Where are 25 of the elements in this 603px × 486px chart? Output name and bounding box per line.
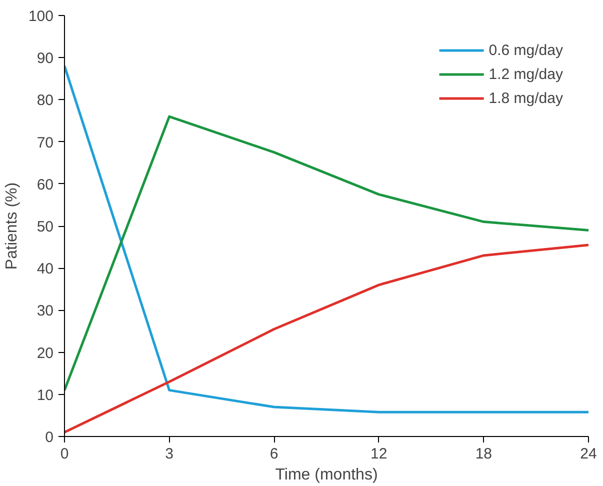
y-tick-label: 80 (36, 92, 54, 110)
line-series (64, 64, 588, 414)
x-tick-label: 3 (165, 446, 174, 462)
line-series (64, 115, 588, 392)
x-axis-title: Time (months) (275, 466, 378, 484)
y-tick-label: 20 (36, 344, 54, 362)
x-tick-label: 12 (370, 446, 388, 462)
y-tick-label: 50 (36, 218, 54, 236)
y-axis-title: Patients (%) (3, 182, 20, 270)
legend-label: 1.8 mg/day (488, 90, 563, 106)
x-tick-label: 24 (580, 446, 597, 462)
y-tick-label: 100 (28, 8, 54, 25)
x-tick-label: 18 (475, 446, 492, 462)
y-tick-label: 0 (45, 429, 54, 446)
y-tick-label: 10 (36, 386, 54, 404)
legend-label: 0.6 mg/day (488, 42, 563, 58)
y-tick-label: 30 (36, 302, 54, 320)
y-tick-label: 90 (36, 50, 54, 68)
x-tick-label: 0 (60, 446, 69, 462)
line-series (64, 244, 588, 434)
x-tick-label: 6 (270, 446, 278, 462)
legend-label: 1.2 mg/day (488, 66, 563, 82)
y-tick-label: 60 (36, 176, 54, 194)
y-tick-label: 70 (36, 134, 54, 152)
y-tick-label: 40 (36, 260, 54, 278)
